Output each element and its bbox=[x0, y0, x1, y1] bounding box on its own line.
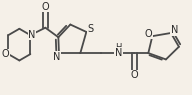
Text: O: O bbox=[145, 28, 152, 38]
Text: O: O bbox=[131, 70, 138, 80]
Text: N: N bbox=[115, 48, 122, 58]
Text: H: H bbox=[115, 43, 122, 52]
Text: S: S bbox=[88, 24, 94, 34]
Text: N: N bbox=[53, 52, 61, 62]
Text: N: N bbox=[28, 30, 36, 40]
Text: O: O bbox=[41, 2, 49, 12]
Text: N: N bbox=[171, 25, 178, 35]
Text: O: O bbox=[2, 49, 9, 59]
